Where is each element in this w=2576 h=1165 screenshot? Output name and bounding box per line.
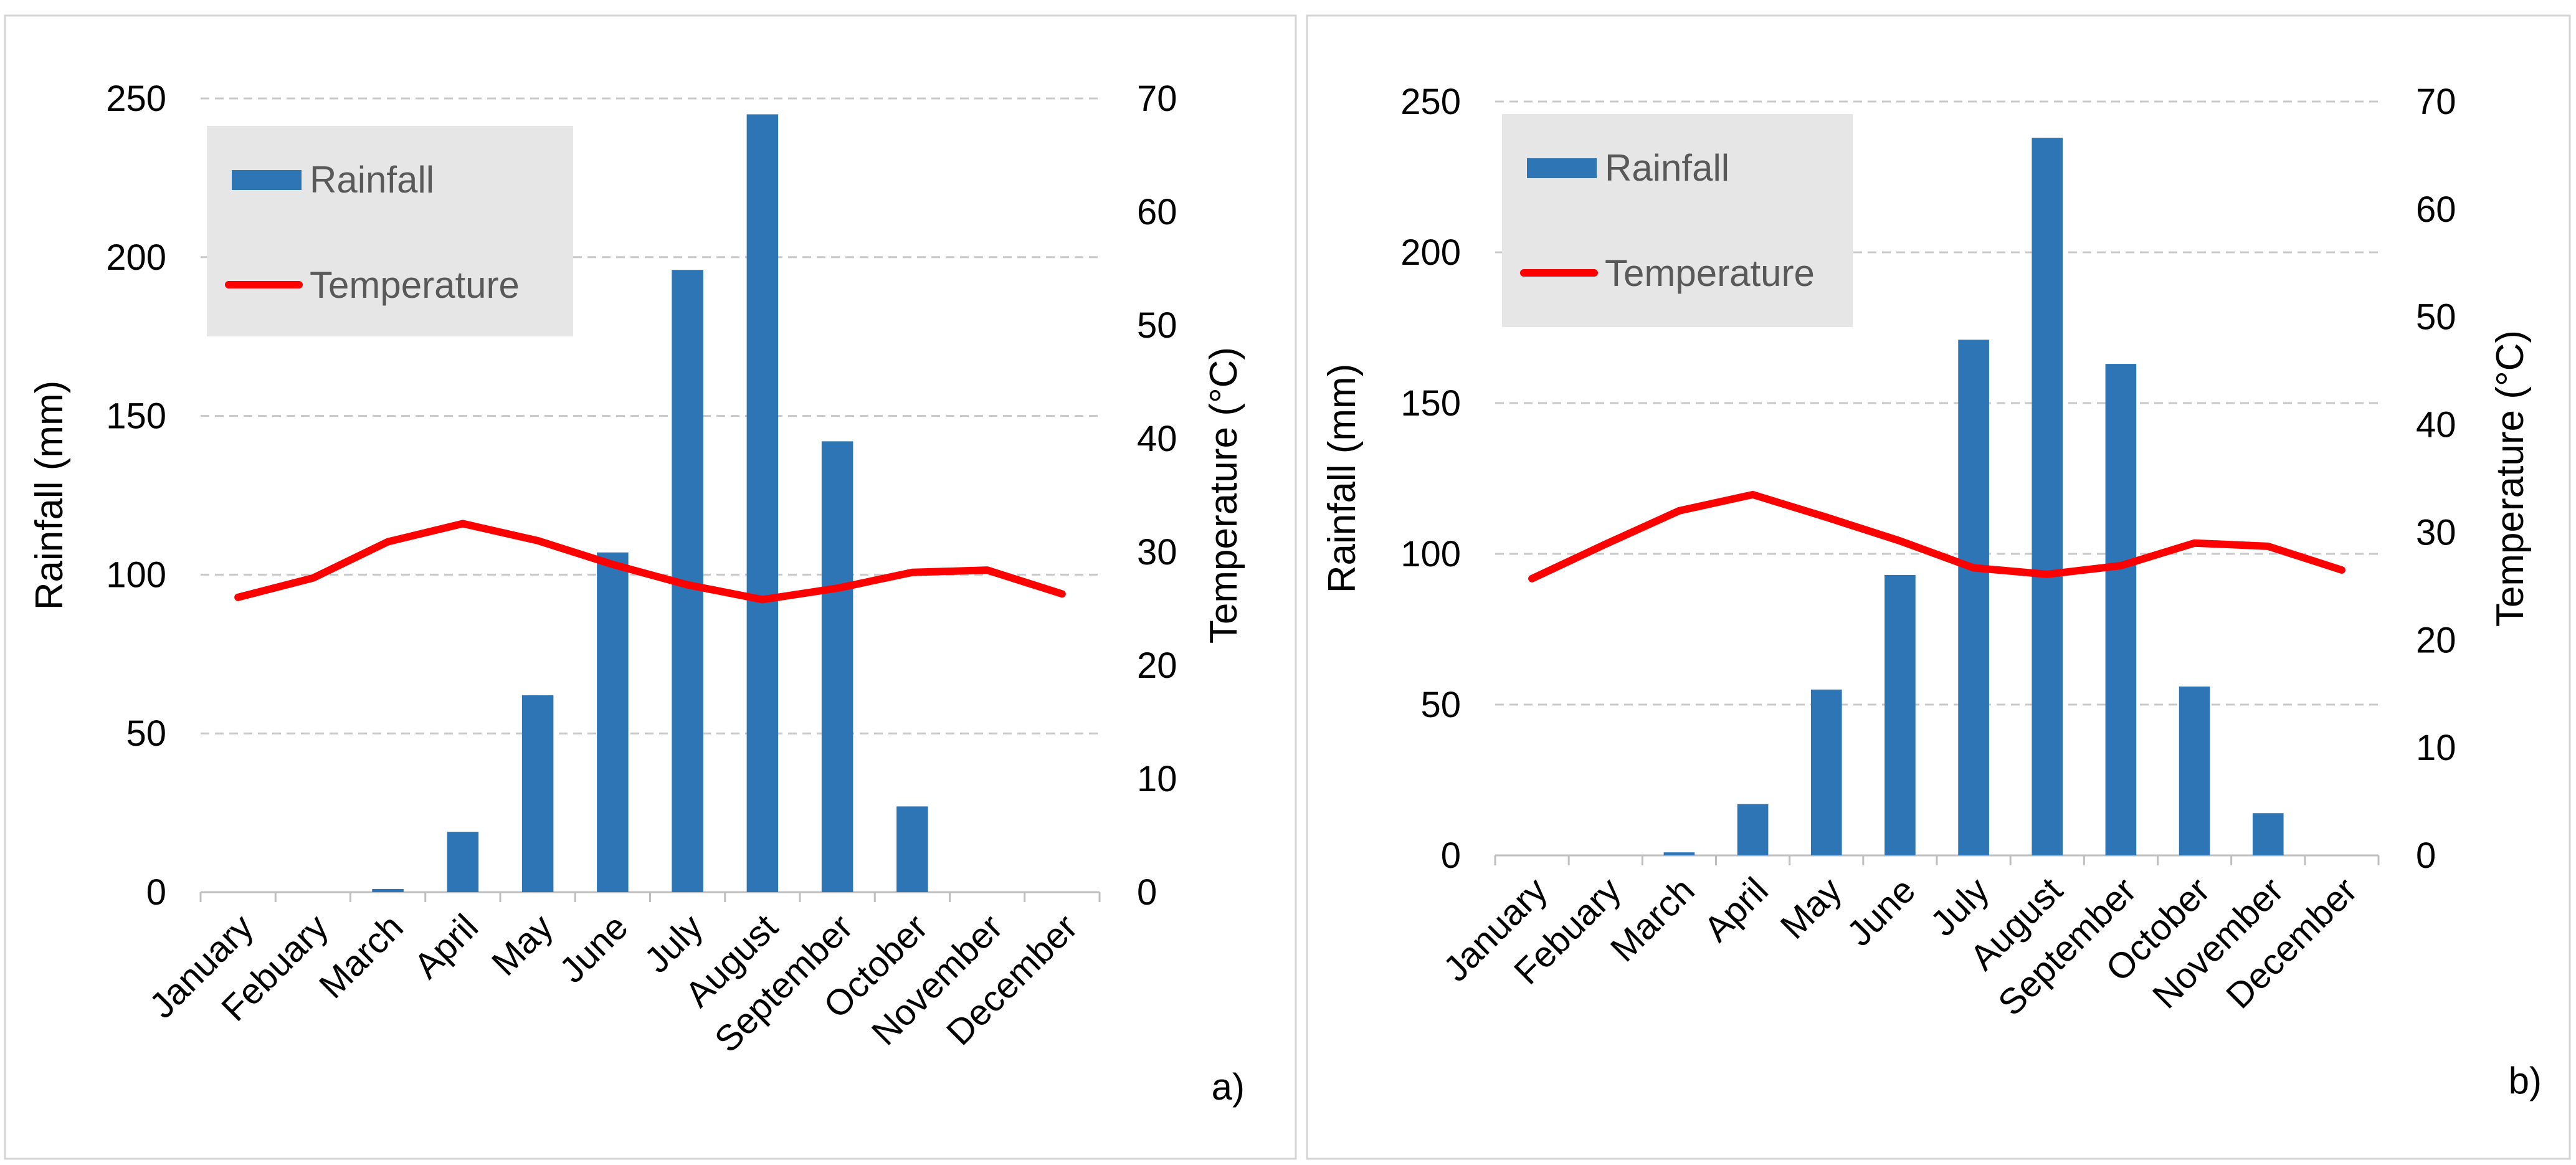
y2-axis-title: Temperature (°C) xyxy=(1202,347,1245,644)
rainfall-bar xyxy=(896,806,928,892)
rainfall-bar xyxy=(2032,138,2063,856)
rainfall-bar xyxy=(1958,340,1989,855)
rainfall-bar xyxy=(447,832,479,892)
y2-tick-label: 20 xyxy=(2416,620,2456,660)
y-tick-label: 0 xyxy=(146,872,166,913)
y2-tick-label: 40 xyxy=(1137,419,1177,459)
legend-rainfall-swatch xyxy=(1527,158,1597,178)
y-tick-label: 200 xyxy=(106,237,166,278)
y-tick-label: 50 xyxy=(126,713,166,754)
y-tick-label: 100 xyxy=(106,554,166,595)
rainfall-bar xyxy=(1810,689,1842,855)
y-tick-label: 100 xyxy=(1400,534,1461,574)
y-tick-label: 0 xyxy=(1441,835,1461,876)
y2-tick-label: 20 xyxy=(1137,645,1177,686)
legend-temperature-label: Temperature xyxy=(310,264,520,306)
rainfall-bar xyxy=(521,695,554,892)
y2-tick-label: 10 xyxy=(1137,759,1177,799)
legend-box xyxy=(207,126,573,336)
rainfall-bar xyxy=(2105,364,2137,855)
rainfall-bar xyxy=(2252,813,2284,855)
rainfall-bar xyxy=(597,552,629,892)
rainfall-bar xyxy=(2179,686,2210,855)
y2-tick-label: 0 xyxy=(1137,872,1157,913)
y2-tick-label: 40 xyxy=(2416,405,2456,445)
rainfall-bar xyxy=(1737,804,1769,855)
y2-tick-label: 30 xyxy=(1137,532,1177,573)
legend-box xyxy=(1502,114,1853,327)
y2-tick-label: 30 xyxy=(2416,512,2456,553)
y2-axis-title: Temperature (°C) xyxy=(2489,330,2532,627)
y2-tick-label: 70 xyxy=(1137,78,1177,119)
y2-tick-label: 60 xyxy=(2416,189,2456,230)
y2-tick-label: 70 xyxy=(2416,82,2456,122)
y2-tick-label: 60 xyxy=(1137,192,1177,232)
panel-label: a) xyxy=(1212,1066,1245,1108)
rainfall-bar xyxy=(746,114,779,893)
rainfall-bar xyxy=(372,888,404,892)
y-axis-title: Rainfall (mm) xyxy=(1321,364,1364,594)
y-axis-title: Rainfall (mm) xyxy=(28,381,71,611)
rainfall-bar xyxy=(821,441,853,892)
panel-label: b) xyxy=(2509,1060,2542,1101)
y-tick-label: 250 xyxy=(1400,82,1461,122)
temperature-line xyxy=(234,520,1066,604)
y2-tick-label: 50 xyxy=(2416,297,2456,338)
y-tick-label: 250 xyxy=(106,78,166,119)
panel-b-frame xyxy=(1306,14,2571,1160)
rainfall-bar xyxy=(1663,852,1695,855)
y2-tick-label: 50 xyxy=(1137,305,1177,346)
legend-temperature-label: Temperature xyxy=(1605,252,1815,294)
legend-rainfall-swatch xyxy=(232,170,302,190)
temperature-line xyxy=(1528,490,2345,582)
y-tick-label: 50 xyxy=(1420,685,1461,725)
y-tick-label: 150 xyxy=(106,396,166,437)
legend-rainfall-label: Rainfall xyxy=(310,159,434,201)
y2-tick-label: 0 xyxy=(2416,835,2436,876)
rainfall-bar xyxy=(1884,574,1916,855)
legend-rainfall-label: Rainfall xyxy=(1605,147,1729,189)
y2-tick-label: 10 xyxy=(2416,728,2456,768)
y-tick-label: 150 xyxy=(1400,383,1461,424)
y-tick-label: 200 xyxy=(1400,232,1461,273)
